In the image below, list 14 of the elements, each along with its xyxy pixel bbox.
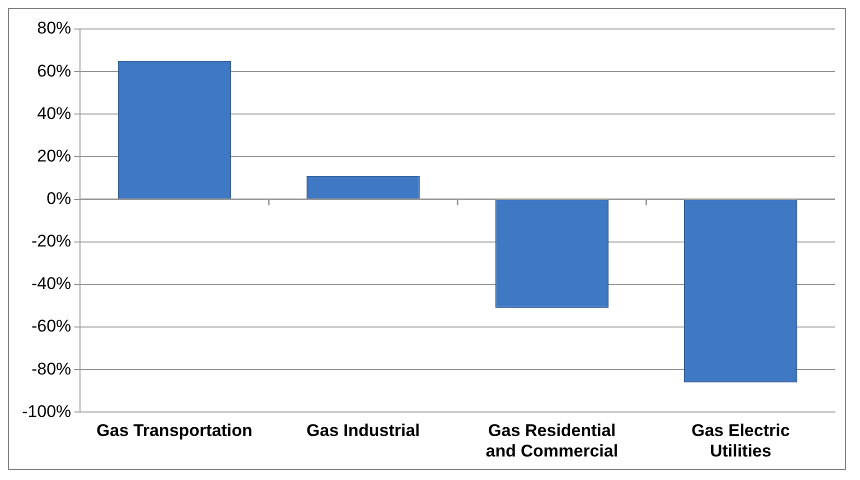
- y-tick-label: 60%: [37, 61, 72, 80]
- y-tick-label: -20%: [31, 232, 72, 251]
- x-tick-label: Gas Transportation: [96, 421, 252, 440]
- y-tick-label: 80%: [37, 18, 72, 38]
- x-tick-label: Gas Industrial: [306, 421, 420, 440]
- x-tick-label: Gas Electric Utilities: [692, 421, 790, 460]
- y-tick-label: -80%: [31, 359, 72, 378]
- y-tick-label: -60%: [31, 316, 72, 336]
- y-tick-label: 40%: [37, 104, 72, 123]
- y-tick-label: -40%: [31, 274, 72, 294]
- x-tick-label: Gas Residential and Commercial: [486, 421, 618, 460]
- y-tick-label: 0%: [46, 189, 72, 208]
- y-tick-label: 20%: [37, 146, 72, 166]
- y-tick-label: -100%: [22, 402, 72, 421]
